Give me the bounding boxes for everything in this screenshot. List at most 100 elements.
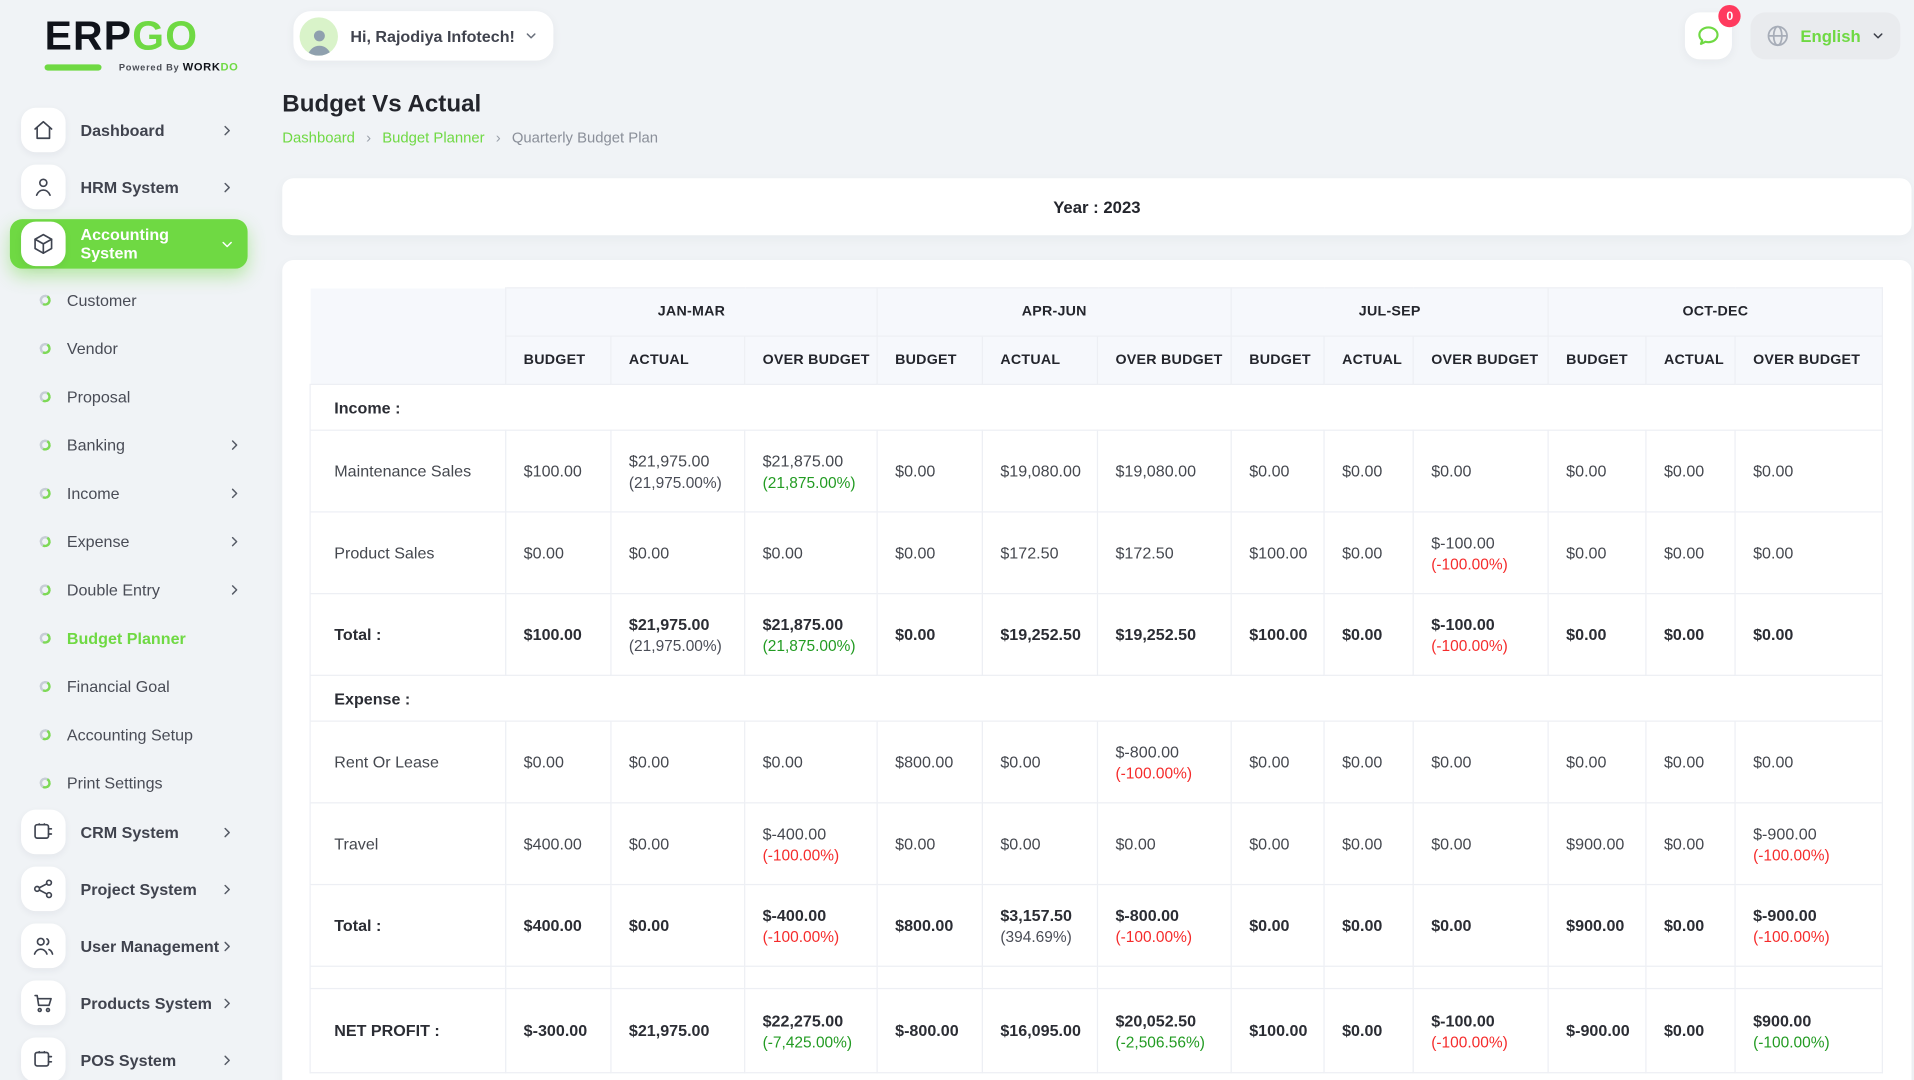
cell-amount: $0.00	[1753, 543, 1794, 563]
bullet-icon	[38, 293, 53, 308]
table-cell: $0.00	[1096, 802, 1232, 886]
breadcrumb-dashboard[interactable]: Dashboard	[282, 128, 355, 147]
spacer-cell	[309, 965, 507, 990]
cell-amount: $100.00	[1249, 625, 1308, 644]
messages-button[interactable]: 0	[1685, 4, 1741, 60]
sidebar-item-user-management[interactable]: User Management	[10, 921, 248, 971]
sidebar-item-customer[interactable]: Customer	[10, 276, 248, 324]
sidebar-item-proposal[interactable]: Proposal	[10, 373, 248, 421]
cell-amount: $-800.00	[1115, 742, 1180, 761]
sidebar-item-label: CRM System	[80, 822, 179, 842]
brand-logo[interactable]: ERPGO Powered By WORKDO	[0, 14, 262, 73]
sidebar-item-accounting-setup[interactable]: Accounting Setup	[10, 711, 248, 759]
cell-amount: $0.00	[1342, 916, 1383, 935]
breadcrumb: Dashboard › Budget Planner › Quarterly Budge…	[282, 129, 1911, 146]
cell-amount: $800.00	[895, 916, 954, 935]
bullet-icon	[38, 389, 53, 404]
cell-amount: $0.00	[1431, 752, 1472, 772]
spacer-row	[309, 965, 1884, 990]
bullet-icon	[38, 534, 53, 549]
table-cell: $0.00	[1323, 802, 1414, 886]
table-row-product-sales: Product Sales $0.00 $0.00 $0.00 $0.00 $172.50…	[309, 511, 1884, 595]
cell-percent: (21,975.00%)	[628, 636, 722, 655]
cell-amount: $900.00	[1753, 1010, 1812, 1030]
cell-amount: $19,252.50	[1115, 625, 1197, 644]
notification-badge: 0	[1718, 4, 1741, 28]
sidebar-item-project-system[interactable]: Project System	[10, 864, 248, 914]
language-selector[interactable]: English	[1750, 12, 1901, 60]
cell-amount: $0.00	[1663, 461, 1705, 481]
cell-amount: $-900.00	[1753, 823, 1817, 843]
avatar	[299, 16, 338, 56]
chevron-right-icon	[219, 179, 235, 195]
sidebar-item-hrm-system[interactable]: HRM System	[10, 162, 248, 212]
bullet-icon	[38, 631, 53, 646]
column-header-actual: ACTUAL	[610, 335, 746, 386]
cell-amount: $0.00	[895, 834, 936, 853]
table-cell: $900.00	[1547, 883, 1647, 967]
sidebar-item-crm-system[interactable]: CRM System	[10, 807, 248, 857]
table-cell: $-100.00 (-100.00%)	[1412, 511, 1549, 595]
chevron-right-icon	[219, 1052, 235, 1068]
sidebar-subitem-label: Banking	[66, 435, 126, 455]
cell-amount: $3,157.50	[1000, 905, 1072, 925]
table-cell: $0.00	[1645, 987, 1736, 1074]
cell-amount: $-900.00	[1753, 905, 1817, 925]
table-cell: $172.50	[1096, 511, 1232, 595]
table-cell: $0.00	[1645, 593, 1736, 676]
cell-amount: $0.00	[1000, 752, 1041, 772]
table-cell: $0.00	[1734, 593, 1884, 676]
table-row-net-profit: NET PROFIT : $-300.00 $21,975.00 $22,275.00…	[309, 987, 1884, 1074]
sidebar-item-budget-planner[interactable]: Budget Planner	[10, 614, 248, 662]
table-cell: $19,080.00	[981, 429, 1099, 513]
sidebar-item-banking[interactable]: Banking	[10, 421, 248, 469]
cell-amount: $0.00	[1663, 752, 1705, 772]
cell-amount: $0.00	[895, 625, 936, 644]
spacer-cell	[610, 965, 746, 990]
section-label: Expense :	[309, 674, 1884, 722]
sidebar-subitem-label: Double Entry	[66, 580, 160, 600]
table-cell: $0.00	[1412, 883, 1549, 967]
table-cell: $0.00	[876, 802, 984, 886]
sidebar-item-print-settings[interactable]: Print Settings	[10, 759, 248, 807]
cell-amount: $-800.00	[1115, 905, 1180, 925]
cell-percent: (-100.00%)	[1431, 1033, 1508, 1051]
table-cell: $0.00	[1734, 511, 1884, 595]
table-cell: $0.00	[1323, 987, 1414, 1074]
sidebar-item-income[interactable]: Income	[10, 469, 248, 517]
cell-amount: $0.00	[1663, 834, 1705, 853]
sidebar-item-dashboard[interactable]: Dashboard	[10, 105, 248, 155]
sidebar-item-label: Dashboard	[80, 120, 165, 140]
bullet-icon	[38, 776, 53, 790]
sidebar-item-accounting-system[interactable]: Accounting System	[9, 219, 248, 269]
cell-amount: $19,080.00	[1115, 461, 1197, 481]
table-cell: $0.00	[1323, 429, 1414, 513]
cell-amount: $0.00	[628, 752, 670, 772]
table-cell: $0.00	[610, 802, 746, 886]
language-label: English	[1800, 26, 1861, 46]
sidebar-item-pos-system[interactable]: POS System	[10, 1035, 248, 1080]
sidebar-item-expense[interactable]: Expense	[10, 517, 248, 565]
sidebar-item-label: HRM System	[80, 177, 179, 197]
cell-amount: $0.00	[523, 752, 564, 772]
chevron-right-icon	[219, 881, 235, 897]
bullet-icon	[38, 486, 53, 501]
column-header-over-budget: OVER BUDGET	[1734, 335, 1884, 386]
sidebar-item-vendor[interactable]: Vendor	[10, 324, 248, 372]
user-menu[interactable]: Hi, Rajodiya Infotech!	[293, 11, 554, 61]
cell-amount: $100.00	[1249, 1021, 1308, 1040]
sidebar-item-double-entry[interactable]: Double Entry	[10, 566, 248, 614]
sidebar-item-financial-goal[interactable]: Financial Goal	[10, 662, 248, 710]
column-header-budget: BUDGET	[1230, 335, 1325, 386]
user-greeting: Hi, Rajodiya Infotech!	[350, 26, 515, 46]
spacer-cell	[1645, 965, 1736, 990]
table-cell: $0.00	[1323, 511, 1414, 595]
chevron-right-icon	[227, 582, 243, 598]
table-row-total: Total : $400.00 $0.00 $-400.00 (-100.00%) $80…	[309, 883, 1884, 967]
cell-amount: $0.00	[1249, 752, 1290, 772]
breadcrumb-budget-planner[interactable]: Budget Planner	[382, 128, 485, 147]
sidebar-item-products-system[interactable]: Products System	[10, 978, 248, 1028]
table-cell: $0.00	[610, 511, 746, 595]
table-cell: $800.00	[876, 883, 984, 967]
column-header-actual: ACTUAL	[1645, 335, 1736, 386]
